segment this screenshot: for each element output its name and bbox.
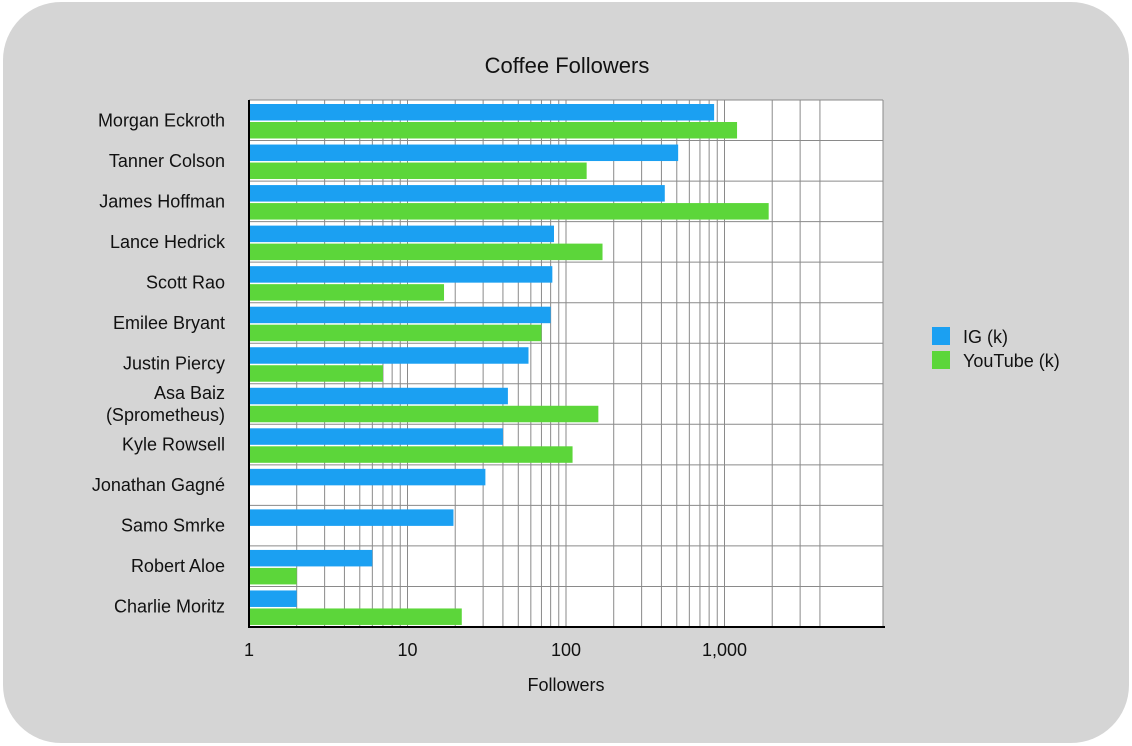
- bar-youtube-k: [249, 122, 738, 139]
- category-label: Justin Piercy: [123, 354, 225, 374]
- bar-ig-k: [249, 347, 529, 364]
- x-tick-label: 1,000: [702, 640, 747, 660]
- category-label: Tanner Colson: [109, 151, 225, 171]
- bar-youtube-k: [249, 365, 383, 382]
- x-tick-label: 1: [244, 640, 254, 660]
- bar-ig-k: [249, 306, 551, 324]
- bar-youtube-k: [249, 446, 573, 463]
- bar-youtube-k: [249, 203, 769, 220]
- category-label: Jonathan Gagné: [92, 475, 225, 495]
- category-label: Robert Aloe: [131, 556, 225, 576]
- category-label: Kyle Rowsell: [122, 435, 225, 455]
- category-label: Scott Rao: [146, 272, 225, 292]
- legend-swatch: [932, 327, 950, 345]
- bar-ig-k: [249, 509, 454, 526]
- bar-ig-k: [249, 104, 715, 121]
- category-label: Charlie Moritz: [114, 597, 225, 617]
- bar-youtube-k: [249, 243, 603, 261]
- category-label: Lance Hedrick: [110, 232, 226, 252]
- bar-ig-k: [249, 266, 553, 283]
- bar-youtube-k: [249, 567, 297, 585]
- category-label: Asa Baiz: [154, 383, 225, 403]
- bar-youtube-k: [249, 162, 587, 180]
- bar-youtube-k: [249, 324, 542, 342]
- bar-ig-k: [249, 549, 373, 567]
- x-axis-label: Followers: [527, 675, 604, 695]
- bar-ig-k: [249, 387, 508, 405]
- bar-youtube-k: [249, 405, 599, 423]
- category-label: Morgan Eckroth: [98, 110, 225, 130]
- category-label: Samo Smrke: [121, 516, 225, 536]
- bar-ig-k: [249, 468, 486, 486]
- category-label: Emilee Bryant: [113, 313, 225, 333]
- category-label: (Sprometheus): [106, 405, 225, 425]
- x-tick-label: 10: [397, 640, 417, 660]
- chart-title: Coffee Followers: [485, 53, 650, 78]
- bar-youtube-k: [249, 284, 445, 301]
- legend-label: IG (k): [963, 327, 1008, 347]
- legend-swatch: [932, 351, 950, 369]
- bar-ig-k: [249, 144, 679, 162]
- bar-ig-k: [249, 428, 503, 445]
- bar-youtube-k: [249, 608, 462, 625]
- bar-ig-k: [249, 590, 297, 607]
- category-label: James Hoffman: [99, 191, 225, 211]
- x-tick-label: 100: [551, 640, 581, 660]
- bar-ig-k: [249, 185, 665, 202]
- legend-label: YouTube (k): [963, 351, 1060, 371]
- bar-ig-k: [249, 225, 554, 243]
